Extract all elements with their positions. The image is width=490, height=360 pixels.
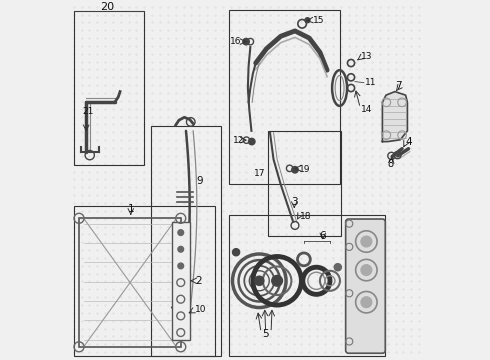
Text: 17: 17 — [254, 169, 266, 178]
Circle shape — [178, 263, 184, 269]
Circle shape — [233, 249, 240, 256]
Text: 21: 21 — [83, 107, 94, 116]
Bar — [229, 215, 385, 356]
Text: 14: 14 — [361, 105, 373, 114]
Circle shape — [334, 264, 342, 271]
Circle shape — [292, 167, 298, 173]
Bar — [151, 126, 220, 356]
Text: 4: 4 — [406, 136, 412, 147]
Text: 12: 12 — [233, 136, 245, 145]
Circle shape — [243, 39, 249, 45]
Circle shape — [361, 297, 372, 307]
Circle shape — [361, 265, 372, 275]
Circle shape — [361, 236, 372, 247]
Text: 11: 11 — [365, 78, 376, 87]
Circle shape — [255, 276, 264, 285]
Bar — [229, 9, 340, 184]
Circle shape — [272, 275, 282, 286]
FancyBboxPatch shape — [345, 219, 385, 353]
Circle shape — [178, 230, 184, 235]
Text: 10: 10 — [195, 305, 206, 314]
Bar — [268, 131, 342, 236]
Bar — [79, 218, 181, 347]
Circle shape — [178, 246, 184, 252]
Text: 3: 3 — [291, 197, 297, 207]
Text: 19: 19 — [299, 165, 311, 174]
Text: 15: 15 — [313, 16, 324, 25]
Bar — [74, 206, 216, 356]
Circle shape — [248, 138, 255, 145]
Bar — [74, 11, 144, 165]
Circle shape — [305, 18, 310, 23]
Text: 18: 18 — [300, 212, 312, 221]
Text: 16: 16 — [230, 37, 242, 46]
Text: 2: 2 — [195, 276, 202, 286]
Text: 13: 13 — [361, 52, 373, 61]
Text: 5: 5 — [262, 329, 269, 339]
Text: 7: 7 — [395, 81, 402, 91]
Text: 6: 6 — [319, 231, 326, 241]
Text: 20: 20 — [100, 2, 114, 12]
Text: 1: 1 — [127, 204, 134, 215]
Bar — [172, 222, 190, 340]
Text: 8: 8 — [388, 159, 393, 169]
Text: 9: 9 — [196, 176, 203, 186]
Polygon shape — [382, 91, 407, 141]
